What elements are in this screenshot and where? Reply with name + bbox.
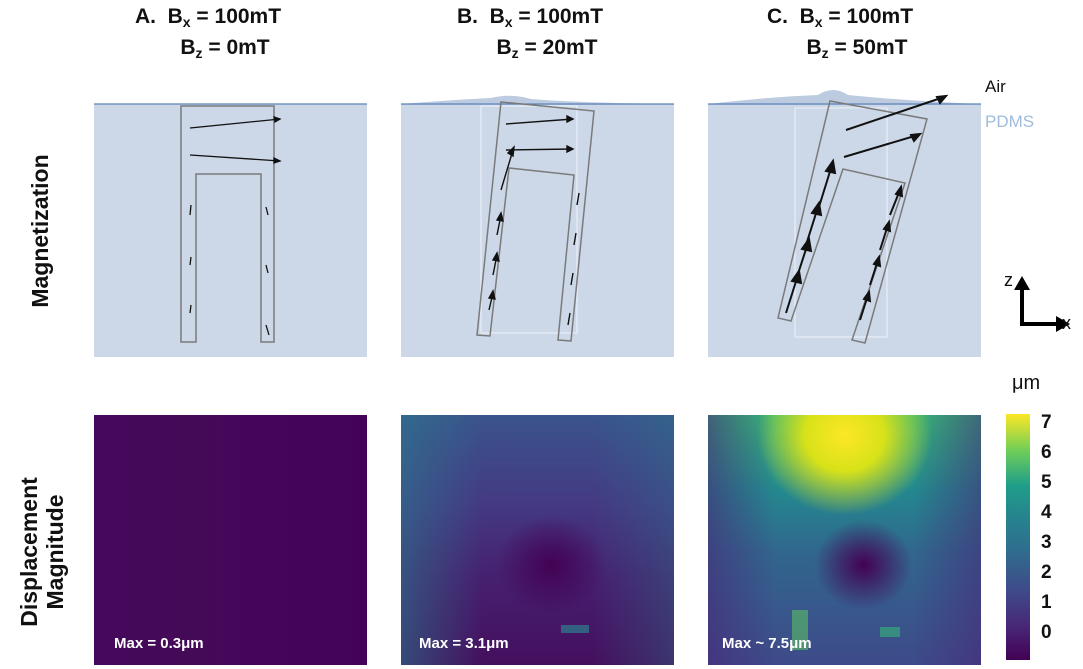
pdms-region xyxy=(708,104,981,357)
panel-b-header: B. Bx = 100mT Bz = 20mT xyxy=(456,5,604,61)
magnetization-panel-c xyxy=(708,90,981,357)
colorbar-tick-label: 4 xyxy=(1041,502,1052,523)
magnet-outline xyxy=(777,100,928,344)
max-label-a: Max = 0.3μm xyxy=(114,635,204,652)
panel-c-letter: C. xyxy=(766,5,788,28)
colorbar-tick-label: 7 xyxy=(1041,412,1052,433)
air-label: Air xyxy=(985,77,1006,96)
colorbar-tick-label: 6 xyxy=(1041,442,1052,463)
colorbar xyxy=(1006,414,1030,660)
row-label-magnetization: Magnetization xyxy=(27,154,53,308)
panel-a-header: A. Bx = 100mT Bz = 0mT xyxy=(134,5,282,61)
pdms-region xyxy=(94,104,367,357)
panel-b-letter: B. xyxy=(456,5,478,28)
magnetization-arrows xyxy=(487,114,580,326)
colorbar-tick-label: 2 xyxy=(1041,562,1052,583)
surface-bulge xyxy=(708,90,981,105)
row-label-displacement: Displacement Magnitude xyxy=(16,477,68,627)
magnet-outline xyxy=(180,105,275,343)
coordinate-axes-icon xyxy=(1014,276,1070,332)
displacement-heatmap-b xyxy=(401,415,674,665)
rest-outline xyxy=(480,105,578,334)
magnetization-panel-b xyxy=(401,95,674,357)
displacement-heatmap-c xyxy=(708,415,981,665)
magnetization-arrows xyxy=(785,94,949,321)
max-label-c: Max ~ 7.5μm xyxy=(722,635,812,652)
panel-c-header: C. Bx = 100mT Bz = 50mT xyxy=(766,5,914,61)
z-axis-label: z xyxy=(1004,270,1013,290)
colorbar-tick-label: 0 xyxy=(1041,622,1052,643)
colorbar-unit: μm xyxy=(1012,372,1041,394)
rest-outline xyxy=(794,107,888,338)
surface-bulge xyxy=(401,95,674,105)
pdms-region xyxy=(401,104,674,357)
colorbar-tick-label: 3 xyxy=(1041,532,1052,553)
panel-a-letter: A. xyxy=(134,5,156,28)
magnet-outline xyxy=(476,101,595,342)
max-label-b: Max = 3.1μm xyxy=(419,635,509,652)
magnetization-arrows xyxy=(189,116,282,336)
colorbar-tick-label: 5 xyxy=(1041,472,1052,493)
x-axis-label: x xyxy=(1062,313,1071,333)
colorbar-tick-label: 1 xyxy=(1041,592,1052,613)
magnetization-panel-a xyxy=(94,103,367,357)
pdms-label: PDMS xyxy=(985,112,1035,131)
displacement-heatmap-a xyxy=(94,415,367,665)
